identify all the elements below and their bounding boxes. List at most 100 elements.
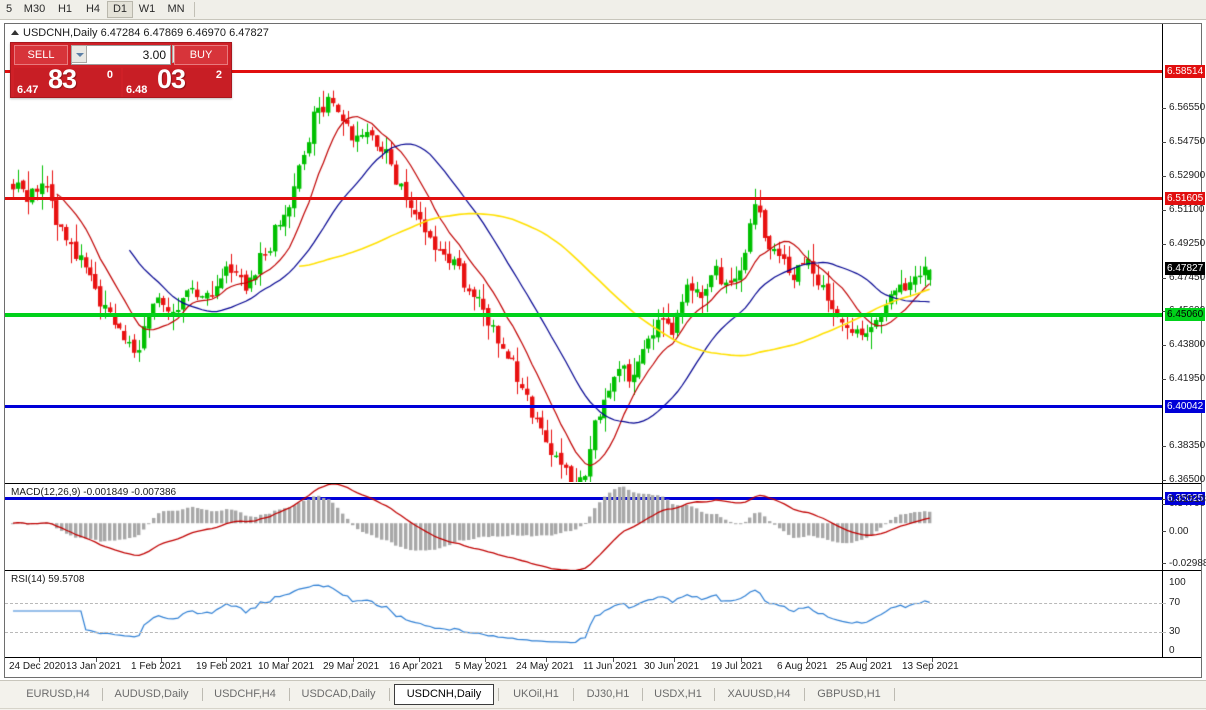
timeframe-toolbar: 5 M30 H1 H4 D1 W1 MN <box>0 0 1206 20</box>
timeframe-w1[interactable]: W1 <box>138 3 156 15</box>
chart-tab-usdcad[interactable]: USDCAD,Daily <box>301 688 376 700</box>
symbol-ohlc-text: USDCNH,Daily 6.47284 6.47869 6.46970 6.4… <box>23 27 269 39</box>
date-tick <box>741 658 742 662</box>
tab-separator <box>389 688 390 701</box>
price-badge-pivot-bottom[interactable]: 6.35025 <box>1165 492 1206 505</box>
price-badge-resistance-high[interactable]: 6.58514 <box>1165 65 1206 78</box>
macd-axis-label: 0.00 <box>1169 526 1189 537</box>
axis-tick <box>1162 176 1166 177</box>
date-axis-label: 29 Mar 2021 <box>323 661 380 672</box>
date-axis-label: 6 Aug 2021 <box>777 661 828 672</box>
tab-separator <box>642 688 643 701</box>
rsi-level-line <box>5 603 1162 604</box>
price-axis-label: 6.43800 <box>1169 339 1206 350</box>
collapse-triangle-icon[interactable] <box>11 30 19 35</box>
sell-price-prefix: 6.47 <box>17 84 39 96</box>
volume-decrease-button[interactable] <box>71 45 87 63</box>
rsi-level-line <box>5 632 1162 633</box>
buy-price-quote[interactable]: 6.48 03 2 <box>123 68 230 97</box>
price-axis-label: 6.47450 <box>1169 272 1206 283</box>
chart-tab-gbpusd[interactable]: GBPUSD,H1 <box>817 688 881 700</box>
date-tick <box>161 658 162 662</box>
chart-tab-audusd[interactable]: AUDUSD,Daily <box>114 688 189 700</box>
axis-tick <box>1162 632 1166 633</box>
price-axis-label: 6.36500 <box>1169 474 1206 485</box>
timeframe-mn[interactable]: MN <box>167 3 185 15</box>
axis-tick <box>1162 379 1166 380</box>
date-axis-label: 30 Jun 2021 <box>644 661 700 672</box>
level-line-support-main[interactable] <box>5 313 1162 317</box>
chart-tab-usdchf[interactable]: USDCHF,H4 <box>214 688 276 700</box>
date-tick <box>485 658 486 662</box>
price-axis-label: 6.52900 <box>1169 170 1206 181</box>
timeframe-h4[interactable]: H4 <box>85 3 101 15</box>
buy-price-sup: 2 <box>215 69 222 81</box>
axis-tick <box>1162 345 1166 346</box>
timeframe-5[interactable]: 5 <box>5 3 13 15</box>
axis-tick <box>1162 278 1166 279</box>
price-badge-pivot-low[interactable]: 6.40042 <box>1165 400 1206 413</box>
level-line-resistance-high[interactable] <box>5 70 1162 73</box>
price-axis-separator <box>1162 24 1163 657</box>
timeframe-m30[interactable]: M30 <box>23 3 46 15</box>
tab-separator <box>202 688 203 701</box>
date-tick <box>807 658 808 662</box>
sell-button[interactable]: SELL <box>14 45 68 65</box>
axis-tick <box>1162 504 1166 505</box>
level-line-resistance-mid[interactable] <box>5 197 1162 200</box>
chart-tab-ukoil[interactable]: UKOil,H1 <box>513 688 559 700</box>
tab-separator <box>894 688 895 701</box>
date-axis-label: 13 Sep 2021 <box>902 661 959 672</box>
macd-title: MACD(12,26,9) -0.001849 -0.007386 <box>11 487 177 498</box>
tab-separator <box>804 688 805 701</box>
price-badge-resistance-mid[interactable]: 6.51605 <box>1165 192 1206 205</box>
chevron-down-icon <box>76 53 84 57</box>
rsi-axis-label: 70 <box>1169 597 1181 608</box>
chart-tabs-bar: EURUSD,H4 AUDUSD,Daily USDCHF,H4 USDCAD,Dai… <box>0 680 1206 710</box>
sell-price-quote[interactable]: 6.47 83 0 <box>14 68 121 97</box>
price-badge-support-main[interactable]: 6.45060 <box>1165 308 1206 321</box>
axis-tick <box>1162 531 1166 532</box>
macd-axis-label: 0.025108 <box>1169 494 1206 505</box>
buy-price-prefix: 6.48 <box>126 84 148 96</box>
axis-tick <box>1162 108 1166 109</box>
price-pane[interactable]: USDCNH,Daily 6.47284 6.47869 6.46970 6.4… <box>5 24 1201 500</box>
date-axis-label: 10 Mar 2021 <box>258 661 315 672</box>
date-tick <box>96 658 97 662</box>
timeframe-h1[interactable]: H1 <box>57 3 73 15</box>
axis-tick <box>1162 499 1166 500</box>
rsi-canvas <box>5 571 1161 657</box>
date-tick <box>39 658 40 662</box>
price-axis-label: 6.54750 <box>1169 136 1206 147</box>
axis-tick <box>1162 210 1166 211</box>
macd-canvas <box>5 484 1161 570</box>
axis-tick <box>1162 603 1166 604</box>
price-axis-label: 6.41950 <box>1169 373 1206 384</box>
tab-separator <box>289 688 290 701</box>
volume-input[interactable]: 3.00 <box>71 45 171 65</box>
date-axis-label: 1 Feb 2021 <box>131 661 182 672</box>
buy-button[interactable]: BUY <box>174 45 228 65</box>
date-axis-label: 25 Aug 2021 <box>836 661 893 672</box>
date-tick <box>546 658 547 662</box>
chart-tab-eurusd[interactable]: EURUSD,H4 <box>26 688 90 700</box>
macd-pane[interactable]: MACD(12,26,9) -0.001849 -0.007386 0.0251… <box>5 483 1206 570</box>
current-price-badge: 6.47827 <box>1165 262 1206 275</box>
tab-separator <box>102 688 103 701</box>
buy-price-main: 03 <box>157 68 186 94</box>
chart-tab-dj30[interactable]: DJ30,H1 <box>586 688 630 700</box>
chart-tab-xauusd[interactable]: XAUUSD,H4 <box>727 688 791 700</box>
date-axis-label: 11 Jun 2021 <box>583 661 638 672</box>
timeframe-d1[interactable]: D1 <box>107 1 133 18</box>
chart-tab-usdcnh[interactable]: USDCNH,Daily <box>394 684 494 705</box>
rsi-pane[interactable]: RSI(14) 59.5708 100 70 30 0 <box>5 570 1201 657</box>
level-line-pivot-low[interactable] <box>5 405 1162 408</box>
macd-axis-label: -0.02988 <box>1169 558 1206 569</box>
date-axis-label: 24 Dec 2020 <box>9 661 66 672</box>
tab-separator <box>573 688 574 701</box>
one-click-trading-panel[interactable]: SELL 3.00 BUY 6.47 83 0 <box>10 42 232 98</box>
axis-tick <box>1162 446 1166 447</box>
chart-tab-usdx[interactable]: USDX,H1 <box>654 688 702 700</box>
axis-tick <box>1162 311 1166 312</box>
